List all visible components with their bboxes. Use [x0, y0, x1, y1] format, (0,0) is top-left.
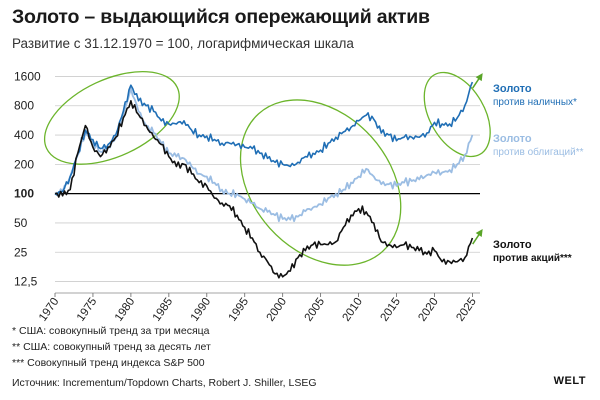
- legend-bonds-sub: против облигаций**: [493, 147, 584, 158]
- series-bonds-line: [54, 87, 474, 223]
- legend-stocks-main: Золото: [493, 239, 532, 251]
- y-tick-label: 12,5: [14, 275, 38, 289]
- trend-ellipse: [423, 71, 491, 158]
- x-tick-label: 2000: [265, 296, 290, 324]
- legend-stocks: Золото против акций***: [493, 238, 572, 266]
- brand-logo: WELT: [553, 375, 586, 387]
- legend-cash: Золото против наличных*: [493, 82, 577, 110]
- y-tick-label: 1600: [14, 69, 41, 83]
- x-tick-label: 2005: [303, 296, 328, 324]
- y-tick-label: 800: [14, 99, 34, 113]
- x-tick-label: 2025: [454, 296, 479, 324]
- y-tick-label: 100: [14, 187, 34, 201]
- y-tick-label: 200: [14, 157, 34, 171]
- grid-lines: [55, 76, 480, 282]
- chart-title: Золото – выдающийся опережающий актив: [12, 6, 430, 28]
- y-tick-label: 25: [14, 245, 28, 259]
- axis-ticks: 12,5 25 50 100 200 400 800 1600 1970 1975 1980 1985…: [14, 69, 480, 324]
- source-note: Источник: Incrementum/Topdown Charts, Ro…: [12, 377, 317, 389]
- trend-arrow-head: [475, 73, 483, 82]
- legend-cash-main: Золото: [493, 83, 532, 95]
- x-tick-label: 1970: [37, 296, 62, 324]
- trend-ellipse: [43, 70, 180, 165]
- series-lines: [54, 81, 474, 279]
- footnote-3: *** Совокупный тренд индекса S&P 500: [12, 357, 205, 369]
- x-tick-label: 1985: [151, 296, 176, 324]
- x-tick-label: 1980: [113, 296, 138, 324]
- footnote-2: ** США: совокупный тренд за десять лет: [12, 341, 211, 353]
- x-tick-label: 2010: [341, 296, 366, 324]
- y-tick-label: 400: [14, 128, 34, 142]
- footnote-1: * США: совокупный тренд за три месяца: [12, 325, 210, 337]
- legend-bonds-main: Золото: [493, 133, 532, 145]
- x-tick-label: 1995: [227, 296, 252, 324]
- trend-ellipses: [43, 70, 491, 266]
- legend-stocks-sub: против акций***: [493, 253, 572, 264]
- trend-ellipse: [239, 99, 402, 266]
- series-stocks-line: [54, 100, 474, 279]
- legend-cash-sub: против наличных*: [493, 97, 577, 108]
- x-tick-label: 1975: [75, 296, 100, 324]
- y-tick-label: 50: [14, 216, 28, 230]
- x-tick-label: 1990: [189, 296, 214, 324]
- chart-subtitle: Развитие с 31.12.1970 = 100, логарифмиче…: [12, 36, 354, 51]
- legend-bonds: Золото против облигаций**: [493, 132, 584, 160]
- series-cash-line: [54, 81, 474, 196]
- x-tick-label: 2020: [416, 296, 441, 324]
- x-tick-label: 2015: [378, 296, 403, 324]
- trend-arrow-head: [475, 229, 483, 238]
